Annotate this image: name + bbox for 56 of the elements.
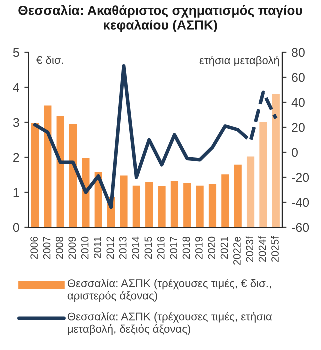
y2-tick-label: 60 — [292, 73, 305, 82]
x-tick-label: 2017 — [170, 237, 178, 260]
x-tick-label: 2022e — [234, 236, 241, 265]
y-axis-title: € δισ. — [36, 56, 64, 64]
y-tick-label: 5 — [13, 48, 20, 58]
chart-title: Θεσσαλία: Ακαθάριστος σχηματισμός παγίου κεφαλαίου (ΑΣΠΚ) — [18, 5, 302, 33]
bar — [208, 184, 217, 228]
x-tick-label: 2015 — [144, 236, 152, 260]
x-tick-label: 2020 — [208, 236, 216, 260]
y2-tick-label: -40 — [292, 198, 310, 208]
bar — [44, 106, 52, 228]
x-tick-label: 2019 — [195, 237, 203, 260]
y2-tick-label: 80 — [292, 48, 305, 58]
x-tick-label: 2009 — [68, 237, 76, 260]
bar — [260, 122, 268, 228]
bar — [132, 186, 140, 228]
bar — [196, 186, 204, 228]
x-tick-label: 2018 — [182, 236, 190, 260]
y2-tick-label: -60 — [292, 223, 310, 232]
x-tick-label: 2023f — [246, 236, 254, 262]
legend-label: Θεσσαλία: ΑΣΠΚ (τρέχουσες τιμές, ετήσια μεταβολή, δεξιός άξονας) — [68, 312, 272, 336]
y2-tick-label: 20 — [292, 123, 305, 132]
y2-tick-label: 40 — [292, 98, 305, 108]
y2-axis-title: ετήσια μεταβολή — [200, 56, 280, 67]
y-tick-label: 4 — [13, 83, 20, 92]
x-tick-label: 2010 — [81, 236, 89, 260]
y-tick-label: 2 — [14, 153, 20, 162]
x-tick-label: 2021 — [220, 237, 228, 260]
bar — [272, 94, 280, 228]
x-tick-label: 2025f — [271, 236, 279, 262]
x-tick-label: 2006 — [30, 236, 38, 260]
x-tick-label: 2013 — [119, 236, 127, 260]
bar — [56, 116, 64, 228]
bar — [246, 156, 255, 228]
y-tick-label: 1 — [14, 188, 20, 198]
bar — [170, 180, 179, 228]
y2-tick-label: -20 — [292, 173, 310, 182]
x-tick-label: 2024f — [258, 236, 266, 262]
bar — [184, 183, 192, 228]
bar — [234, 164, 242, 228]
bar — [222, 174, 230, 228]
y2-tick-label: 0 — [292, 148, 298, 158]
y-tick-label: 0 — [13, 223, 20, 232]
x-tick-label: 2007 — [43, 237, 51, 260]
bar — [69, 124, 78, 228]
x-tick-label: 2016 — [157, 236, 165, 260]
y-tick-label: 3 — [13, 118, 20, 128]
bar — [120, 176, 128, 228]
bar — [158, 186, 166, 228]
bar — [31, 124, 40, 228]
x-tick-label: 2012 — [106, 237, 114, 260]
x-tick-label: 2014 — [132, 236, 140, 260]
x-tick-label: 2011 — [94, 237, 102, 258]
legend-label: Θεσσαλία: ΑΣΠΚ (τρέχουσες τιμές, € δισ., αριστερός άξονας) — [68, 278, 272, 302]
x-tick-label: 2008 — [56, 236, 64, 260]
bar — [146, 182, 154, 228]
